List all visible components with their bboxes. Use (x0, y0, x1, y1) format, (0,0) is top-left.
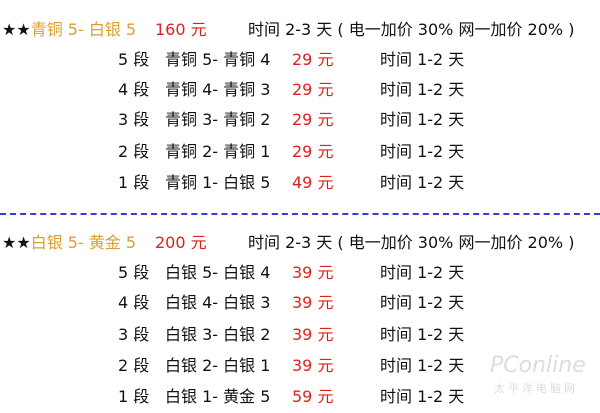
tier-range: 白银 5- 黄金 5 (30, 233, 137, 252)
section-time: 时间 2-3 天 ( 电一加价 30% 网一加价 20% ) (248, 20, 575, 39)
row-segment: 4 段 (118, 80, 150, 99)
row-segment: 3 段 (118, 110, 150, 129)
row-time: 时间 1-2 天 (380, 80, 465, 99)
row-price: 39 元 (292, 263, 334, 282)
section-price: 200 元 (155, 233, 207, 252)
row-segment: 5 段 (118, 263, 150, 282)
row-segment: 2 段 (118, 142, 150, 161)
row-price: 39 元 (292, 325, 334, 344)
row-price: 49 元 (292, 173, 334, 192)
row-time: 时间 1-2 天 (380, 325, 465, 344)
row-time: 时间 1-2 天 (380, 110, 465, 129)
row-price: 29 元 (292, 142, 334, 161)
row-segment: 1 段 (118, 387, 150, 406)
row-segment: 4 段 (118, 293, 150, 312)
row-time: 时间 1-2 天 (380, 263, 465, 282)
row-range: 青铜 4- 青铜 3 (165, 80, 271, 99)
row-price: 29 元 (292, 80, 334, 99)
row-range: 青铜 1- 白银 5 (165, 173, 271, 192)
row-price: 59 元 (292, 387, 334, 406)
row-price: 29 元 (292, 50, 334, 69)
star-icon: ★★ (2, 20, 31, 39)
row-range: 白银 3- 白银 2 (165, 325, 271, 344)
dashed-divider (0, 213, 600, 215)
row-price: 29 元 (292, 110, 334, 129)
section-price: 160 元 (155, 20, 207, 39)
row-time: 时间 1-2 天 (380, 387, 465, 406)
row-time: 时间 1-2 天 (380, 142, 465, 161)
star-icon: ★★ (2, 233, 31, 252)
tier-range: 青铜 5- 白银 5 (30, 20, 137, 39)
row-range: 白银 2- 白银 1 (165, 356, 271, 375)
row-price: 39 元 (292, 356, 334, 375)
row-range: 青铜 3- 青铜 2 (165, 110, 271, 129)
row-range: 白银 5- 白银 4 (165, 263, 271, 282)
row-time: 时间 1-2 天 (380, 50, 465, 69)
row-range: 青铜 5- 青铜 4 (165, 50, 271, 69)
row-range: 白银 4- 白银 3 (165, 293, 271, 312)
row-segment: 3 段 (118, 325, 150, 344)
watermark-logo: PConline (490, 353, 586, 378)
row-time: 时间 1-2 天 (380, 293, 465, 312)
row-time: 时间 1-2 天 (380, 173, 465, 192)
section-header: ★★白银 5- 黄金 5 (2, 231, 136, 255)
row-range: 白银 1- 黄金 5 (165, 387, 271, 406)
row-segment: 1 段 (118, 173, 150, 192)
section-time: 时间 2-3 天 ( 电一加价 30% 网一加价 20% ) (248, 233, 575, 252)
row-segment: 2 段 (118, 356, 150, 375)
row-segment: 5 段 (118, 50, 150, 69)
watermark-sub: 太平洋电脑网 (494, 382, 578, 395)
row-range: 青铜 2- 青铜 1 (165, 142, 271, 161)
section-header: ★★青铜 5- 白银 5 (2, 18, 136, 42)
row-time: 时间 1-2 天 (380, 356, 465, 375)
row-price: 39 元 (292, 293, 334, 312)
